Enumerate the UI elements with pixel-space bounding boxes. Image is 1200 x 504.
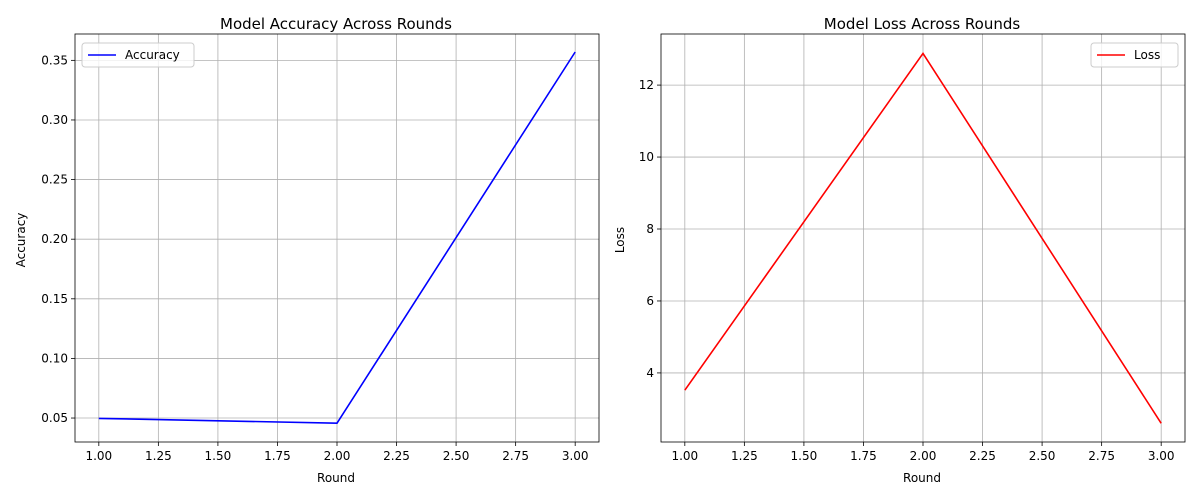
loss-y-tick-label-1: 6 — [646, 294, 654, 308]
accuracy-chart-title: Model Accuracy Across Rounds — [220, 15, 452, 33]
loss-x-axis-label: Round — [903, 471, 941, 485]
loss-y-tick-label-4: 12 — [639, 78, 654, 92]
accuracy-plot-frame — [74, 33, 600, 443]
loss-y-tick-label-2: 8 — [646, 222, 654, 236]
accuracy-x-tick-label-4: 2.00 — [324, 449, 351, 463]
loss-x-tick-label-5: 2.25 — [969, 449, 996, 463]
accuracy-legend-box — [81, 42, 195, 68]
loss-x-tick-label-4: 2.00 — [910, 449, 937, 463]
loss-legend-box — [1090, 42, 1179, 68]
accuracy-chart: Model Accuracy Across Rounds Round Accur… — [14, 15, 600, 485]
loss-grid — [661, 34, 1185, 442]
loss-x-tick-label-0: 1.00 — [671, 449, 698, 463]
loss-y-tick-label-3: 10 — [639, 150, 654, 164]
accuracy-x-tick-label-5: 2.25 — [383, 449, 410, 463]
loss-legend-label: Loss — [1134, 48, 1160, 62]
accuracy-legend-label: Accuracy — [125, 48, 180, 62]
accuracy-y-tick-label-0: 0.05 — [41, 411, 68, 425]
accuracy-x-tick-label-6: 2.50 — [443, 449, 470, 463]
loss-chart: Model Loss Across Rounds Round Loss 1.00… — [613, 15, 1186, 485]
accuracy-y-tick-label-4: 0.25 — [41, 173, 68, 187]
accuracy-y-tick-label-3: 0.20 — [41, 232, 68, 246]
loss-x-tick-label-1: 1.25 — [731, 449, 758, 463]
loss-y-axis-label: Loss — [613, 227, 627, 253]
loss-legend: Loss — [1090, 42, 1179, 68]
accuracy-x-tick-label-0: 1.00 — [85, 449, 112, 463]
accuracy-y-tick-label-5: 0.30 — [41, 113, 68, 127]
loss-plot-frame — [660, 33, 1186, 443]
accuracy-series-line — [98, 51, 576, 424]
loss-y-tick-label-0: 4 — [646, 366, 654, 380]
loss-chart-title: Model Loss Across Rounds — [824, 15, 1021, 33]
accuracy-x-tick-label-3: 1.75 — [264, 449, 291, 463]
loss-x-tick-label-6: 2.50 — [1029, 449, 1056, 463]
loss-x-tick-label-3: 1.75 — [850, 449, 877, 463]
accuracy-y-tick-label-6: 0.35 — [41, 53, 68, 67]
loss-x-tick-label-7: 2.75 — [1088, 449, 1115, 463]
accuracy-y-tick-label-2: 0.15 — [41, 292, 68, 306]
accuracy-y-tick-label-1: 0.10 — [41, 351, 68, 365]
accuracy-x-tick-label-8: 3.00 — [562, 449, 589, 463]
accuracy-x-tick-label-2: 1.50 — [205, 449, 232, 463]
accuracy-x-tick-label-1: 1.25 — [145, 449, 172, 463]
accuracy-legend: Accuracy — [81, 42, 195, 68]
loss-x-tick-label-2: 1.50 — [791, 449, 818, 463]
accuracy-grid — [75, 34, 599, 442]
accuracy-x-tick-label-7: 2.75 — [502, 449, 529, 463]
accuracy-x-axis-label: Round — [317, 471, 355, 485]
accuracy-y-axis-label: Accuracy — [14, 213, 28, 268]
loss-series-line — [684, 51, 1162, 424]
loss-x-tick-label-8: 3.00 — [1148, 449, 1175, 463]
